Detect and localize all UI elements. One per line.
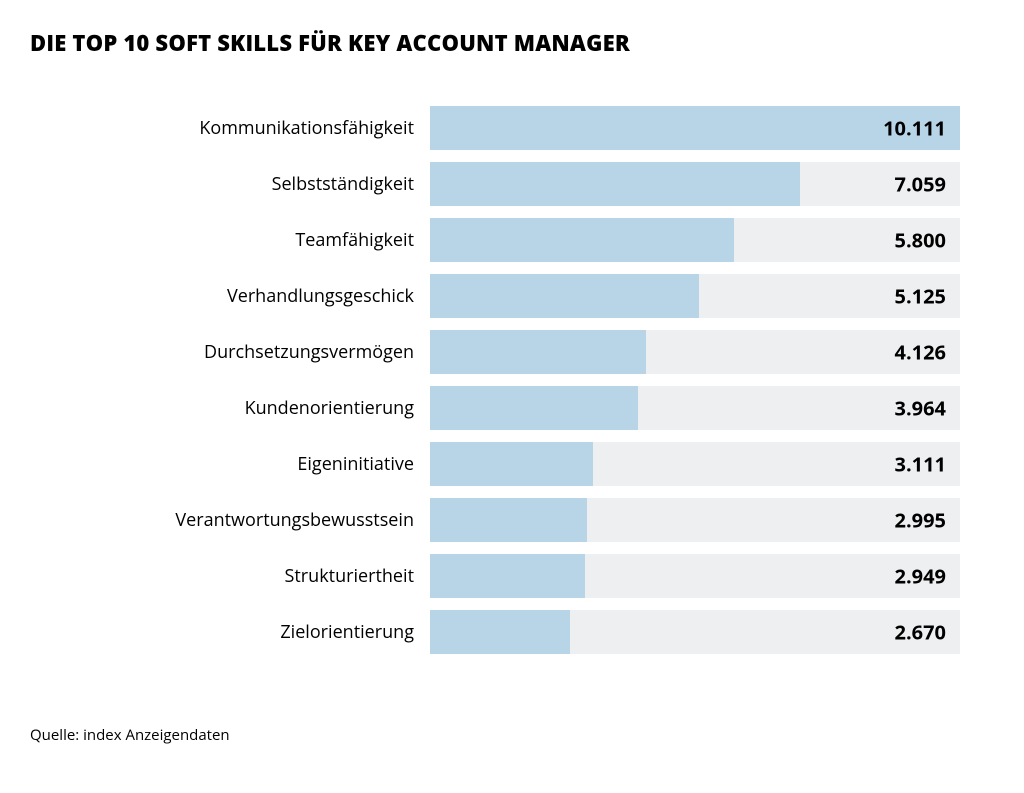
chart-row: Verantwortungsbewusstsein 2.995 <box>0 492 1024 548</box>
bar-label: Teamfähigkeit <box>0 228 430 252</box>
bar-value: 2.949 <box>895 563 946 590</box>
bar-track: 10.111 <box>430 106 960 150</box>
bar-value: 3.111 <box>895 451 946 478</box>
bar-track: 2.670 <box>430 610 960 654</box>
bar-fill <box>430 554 585 598</box>
bar-track: 3.964 <box>430 386 960 430</box>
chart-row: Strukturiertheit 2.949 <box>0 548 1024 604</box>
bar-track: 2.949 <box>430 554 960 598</box>
chart-row: Selbstständigkeit 7.059 <box>0 156 1024 212</box>
bar-value: 4.126 <box>895 339 946 366</box>
bar-fill <box>430 162 800 206</box>
bar-track: 2.995 <box>430 498 960 542</box>
bar-value: 10.111 <box>883 115 946 142</box>
bar-label: Durchsetzungsvermögen <box>0 340 430 364</box>
bar-value: 3.964 <box>895 395 946 422</box>
bar-label: Strukturiertheit <box>0 564 430 588</box>
bar-value: 5.125 <box>895 283 946 310</box>
chart-row: Eigeninitiative 3.111 <box>0 436 1024 492</box>
bar-fill <box>430 274 699 318</box>
bar-track: 5.125 <box>430 274 960 318</box>
page: DIE TOP 10 SOFT SKILLS FÜR KEY ACCOUNT M… <box>0 0 1024 793</box>
chart-row: Kommunikationsfähigkeit 10.111 <box>0 100 1024 156</box>
bar-label: Kommunikationsfähigkeit <box>0 116 430 140</box>
bar-label: Kundenorientierung <box>0 396 430 420</box>
bar-label: Verhandlungsgeschick <box>0 284 430 308</box>
bar-label: Selbstständigkeit <box>0 172 430 196</box>
bar-track: 3.111 <box>430 442 960 486</box>
chart-row: Durchsetzungsvermögen 4.126 <box>0 324 1024 380</box>
bar-fill <box>430 498 587 542</box>
bar-fill <box>430 442 593 486</box>
bar-label: Verantwortungsbewusstsein <box>0 508 430 532</box>
source-label: Quelle: index Anzeigendaten <box>30 725 230 745</box>
bar-fill <box>430 218 734 262</box>
bar-value: 2.670 <box>895 619 946 646</box>
chart-row: Teamfähigkeit 5.800 <box>0 212 1024 268</box>
bar-fill <box>430 106 960 150</box>
bar-track: 7.059 <box>430 162 960 206</box>
bar-chart: Kommunikationsfähigkeit 10.111 Selbstständ… <box>0 100 1024 660</box>
bar-fill <box>430 330 646 374</box>
bar-label: Zielorientierung <box>0 620 430 644</box>
chart-row: Kundenorientierung 3.964 <box>0 380 1024 436</box>
chart-row: Verhandlungsgeschick 5.125 <box>0 268 1024 324</box>
bar-label: Eigeninitiative <box>0 452 430 476</box>
bar-track: 5.800 <box>430 218 960 262</box>
chart-title: DIE TOP 10 SOFT SKILLS FÜR KEY ACCOUNT M… <box>30 28 630 58</box>
bar-fill <box>430 610 570 654</box>
bar-track: 4.126 <box>430 330 960 374</box>
bar-value: 7.059 <box>895 171 946 198</box>
bar-value: 2.995 <box>895 507 946 534</box>
bar-fill <box>430 386 638 430</box>
bar-value: 5.800 <box>895 227 946 254</box>
chart-row: Zielorientierung 2.670 <box>0 604 1024 660</box>
